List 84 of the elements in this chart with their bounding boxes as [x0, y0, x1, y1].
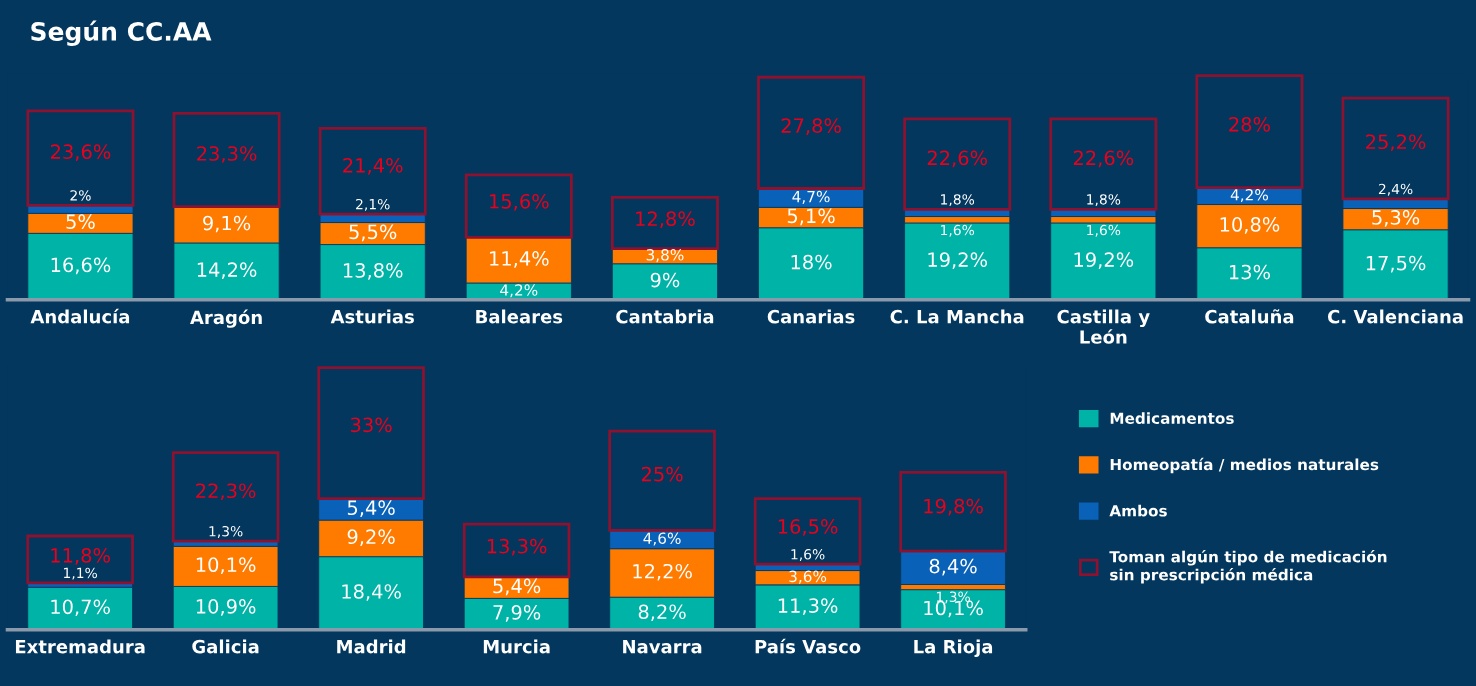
data-label: 9% [650, 272, 680, 288]
data-label: 8,4% [929, 558, 977, 576]
data-label: 5,1% [787, 208, 835, 226]
x-tick-label: La Rioja [914, 639, 993, 658]
bar [26, 109, 135, 207]
x-tick-label: Cantabria [616, 309, 714, 324]
data-label: 25,2% [1366, 134, 1426, 152]
data-label: 9,1% [203, 215, 251, 233]
data-label: 5,3% [1372, 210, 1420, 227]
bar [171, 451, 280, 543]
bar [1341, 96, 1450, 201]
data-label: 11,8% [51, 548, 110, 565]
x-tick-label: Aragón [190, 309, 262, 328]
data-label: 9,2% [347, 529, 395, 547]
data-label: 5,4% [493, 578, 541, 596]
x-tick-label: Canarias [767, 309, 855, 324]
data-label: 22,3% [196, 483, 256, 501]
x-tick-label: Castilla y León [1057, 309, 1150, 344]
data-label: 17,5% [1366, 255, 1426, 273]
data-label: 10,9% [196, 599, 256, 616]
data-label: 10,8% [1220, 217, 1280, 234]
data-label: 27,8% [781, 118, 841, 135]
data-label: 13% [1229, 264, 1270, 280]
data-label: 19,2% [928, 252, 987, 269]
bar [1050, 222, 1157, 300]
data-label: 18,4% [342, 584, 401, 601]
data-label: 14,2% [197, 262, 257, 279]
bar [1049, 117, 1158, 211]
data-label: 5,4% [347, 500, 395, 518]
x-tick-label: Andalucía [30, 308, 130, 324]
x-tick-label: C. Valenciana [1327, 309, 1463, 324]
data-label: 10,7% [51, 599, 110, 617]
x-tick-label: Galicia [192, 639, 259, 654]
x-tick-label: Madrid [337, 639, 406, 654]
data-label: 10,1% [924, 600, 983, 618]
x-tick-label: C. La Mancha [890, 309, 1024, 324]
bar [464, 173, 573, 239]
data-label: 33% [350, 417, 392, 433]
data-label: 5,5% [349, 224, 397, 242]
data-label: 22,6% [1073, 150, 1134, 168]
data-label: 23,3% [197, 146, 257, 163]
data-label: 13,8% [343, 263, 403, 280]
data-label: 25% [641, 466, 683, 482]
x-tick-label: País Vasco [755, 638, 861, 654]
data-label: 21,4% [343, 157, 403, 175]
bar [904, 222, 1011, 300]
x-tick-label: Asturias [330, 309, 414, 324]
bar [318, 127, 427, 216]
bar [900, 550, 1006, 585]
bar [172, 111, 281, 208]
bar [608, 429, 716, 532]
bar [1195, 74, 1304, 190]
data-label: 28% [1229, 117, 1270, 132]
data-label: 12,8% [636, 211, 695, 228]
bar [753, 497, 862, 566]
data-label: 18% [791, 254, 832, 270]
data-label: 19,2% [1074, 252, 1134, 269]
data-label: 22,6% [927, 150, 987, 168]
data-label: 15,6% [490, 193, 549, 211]
x-tick-label: Baleares [476, 309, 563, 324]
data-label: 8,2% [638, 604, 686, 622]
x-tick-label: Cataluña [1205, 309, 1294, 324]
data-label: 10,1% [196, 557, 256, 575]
chart-title: Según CC.AA [31, 20, 212, 46]
data-label: 11,3% [778, 598, 838, 615]
data-label: 16,5% [778, 519, 838, 536]
data-label: 13,3% [487, 538, 547, 556]
bar [610, 195, 719, 250]
bar [317, 366, 425, 501]
data-label: 7,9% [493, 604, 541, 622]
data-label: 5% [66, 214, 95, 229]
x-tick-label: Extremadura [15, 639, 145, 654]
data-label: 16,6% [51, 257, 111, 275]
data-label: 12,2% [633, 563, 692, 581]
x-tick-label: Murcia [483, 639, 550, 654]
x-tick-label: Navarra [623, 640, 702, 654]
data-label: 23,6% [50, 144, 111, 161]
bar [26, 534, 134, 585]
bar [757, 75, 866, 190]
bar [462, 522, 571, 579]
bar [903, 117, 1012, 211]
bar [899, 471, 1007, 553]
data-label: 19,8% [924, 498, 983, 516]
data-label: 11,4% [490, 251, 549, 268]
